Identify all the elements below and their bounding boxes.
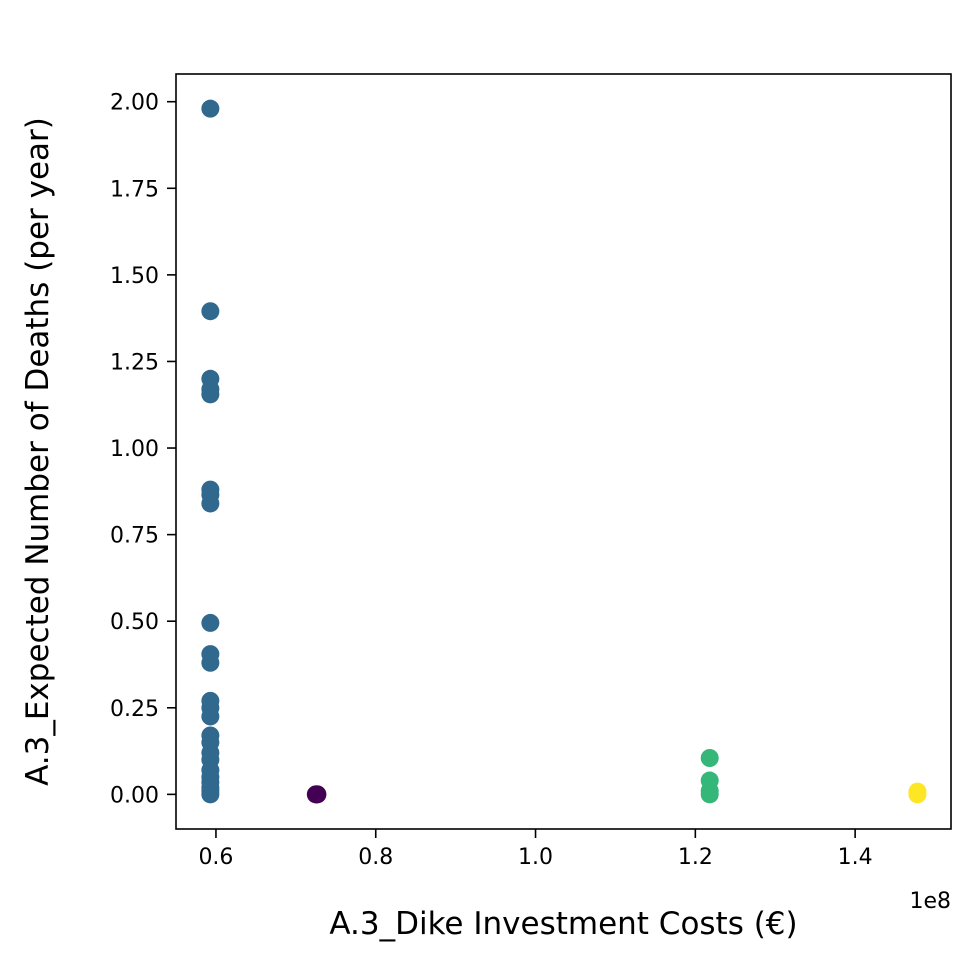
data-point [201,99,220,118]
y-tick-label: 0.50 [110,610,159,635]
y-axis-ticks: 0.00 0.25 0.50 0.75 1.00 1.25 1.50 1.75 2.00 [110,91,176,808]
y-tick-label: 1.25 [110,350,159,375]
x-tick-label: 1.4 [838,845,873,870]
data-point [700,749,719,767]
y-tick-label: 1.50 [110,264,159,289]
plot-area-frame [175,73,952,830]
data-point [308,785,327,804]
data-point [201,302,220,321]
x-axis-ticks: 0.6 0.8 1.0 1.2 1.4 [198,829,873,870]
data-point [201,613,220,632]
data-point [201,707,220,726]
x-tick-label: 0.6 [198,845,233,870]
y-axis-label: A.3_Expected Number of Deaths (per year) [20,117,56,786]
data-point [201,385,220,404]
y-tick-label: 0.00 [110,783,159,808]
data-point [201,653,220,672]
y-tick-label: 1.75 [110,177,159,202]
y-tick-label: 0.25 [110,697,159,722]
data-point [700,785,719,804]
data-points [201,99,927,804]
x-tick-label: 0.8 [358,845,393,870]
data-point [201,785,220,804]
data-point [201,494,220,513]
x-tick-label: 1.2 [678,845,713,870]
x-axis-offset-label: 1e8 [909,889,951,914]
x-tick-label: 1.0 [518,845,553,870]
data-point [908,785,927,804]
y-tick-label: 2.00 [110,91,159,116]
y-tick-label: 1.00 [110,437,159,462]
y-tick-label: 0.75 [110,524,159,549]
x-axis-label: A.3_Dike Investment Costs (€) [329,906,797,942]
